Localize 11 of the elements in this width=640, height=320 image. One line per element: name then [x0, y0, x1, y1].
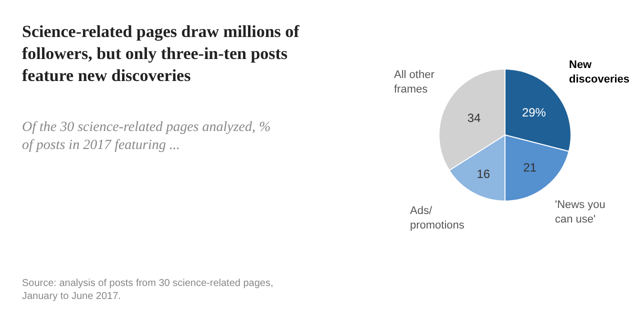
slice-label: 'News you can use': [555, 199, 606, 226]
slice-label: All other frames: [394, 69, 435, 96]
data-label: 34: [467, 111, 482, 126]
data-label: 16: [476, 167, 490, 182]
source-note: Source: analysis of posts from 30 science-related pages, January to June 2017.: [22, 278, 274, 302]
slice-label: Ads/ promotions: [410, 205, 465, 232]
slice-label: New discoveries: [569, 59, 630, 86]
text: Of the 30 science-related pages analyzed, % of posts in 2017 featuring ...: [22, 120, 271, 154]
data-label: 29%: [522, 105, 546, 120]
text: Science-related pages draw millions of followers, but only three-in-ten posts feature new discoveries: [22, 22, 300, 86]
data-label: 21: [523, 160, 537, 174]
